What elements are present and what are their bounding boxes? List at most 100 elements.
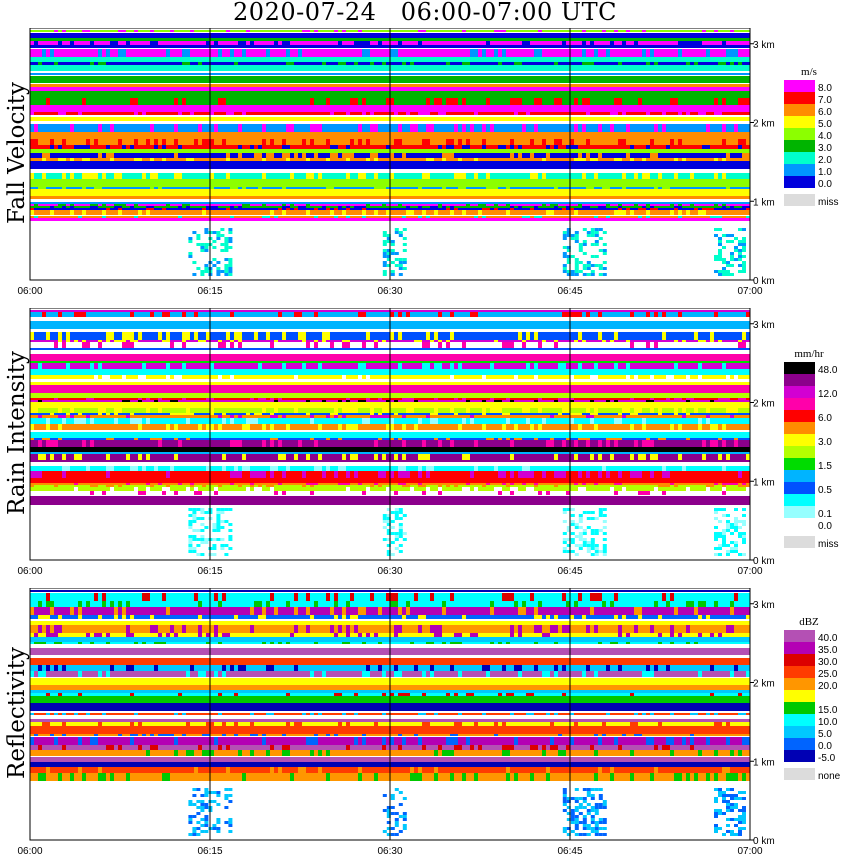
reflectivity-plot: 06:00 06:15 06:30 06:45 07:00 3 km 2 km 1 km 0 k… bbox=[17, 588, 775, 857]
legend-swatch bbox=[784, 152, 815, 164]
legend-swatch bbox=[784, 702, 815, 714]
legend-swatch bbox=[784, 80, 815, 92]
legend-unit: mm/hr bbox=[794, 348, 824, 360]
legend-label: 25.0 bbox=[818, 669, 838, 680]
x-tick-label: 06:00 bbox=[17, 566, 42, 577]
legend-swatch bbox=[784, 458, 815, 470]
y-tick-label: 1 km bbox=[753, 197, 775, 208]
y-tick-label: 2 km bbox=[753, 679, 775, 690]
y-tick-label: 0 km bbox=[753, 836, 775, 847]
legend-swatch bbox=[784, 678, 815, 690]
legend-label: miss bbox=[818, 539, 839, 550]
y-tick-label: 1 km bbox=[753, 477, 775, 488]
y-tick-label: 3 km bbox=[753, 600, 775, 611]
legend-swatch bbox=[784, 104, 815, 116]
legend-label: 0.1 bbox=[818, 509, 832, 520]
legend-swatch bbox=[784, 164, 815, 176]
legend-swatch bbox=[784, 506, 815, 518]
y-tick-label: 0 km bbox=[753, 556, 775, 567]
legend-swatch bbox=[784, 128, 815, 140]
legend-label: 2.0 bbox=[818, 155, 832, 166]
legend-label: 40.0 bbox=[818, 633, 838, 644]
legend-swatch bbox=[784, 666, 815, 678]
legend-label: 35.0 bbox=[818, 645, 838, 656]
legend-label: -5.0 bbox=[818, 753, 836, 764]
legend-label: 30.0 bbox=[818, 657, 838, 668]
legend-swatch bbox=[784, 630, 815, 642]
legend-label: none bbox=[818, 771, 841, 782]
page-title: 2020-07-24 06:00-07:00 UTC bbox=[233, 0, 617, 26]
legend-swatch bbox=[784, 518, 815, 530]
x-tick-label: 06:45 bbox=[557, 846, 582, 857]
legend-label: 1.5 bbox=[818, 461, 832, 472]
y-tick-label: 0 km bbox=[753, 276, 775, 287]
legend-swatch bbox=[784, 714, 815, 726]
x-tick-label: 06:30 bbox=[377, 846, 402, 857]
y-tick-label: 2 km bbox=[753, 399, 775, 410]
legend-swatch bbox=[784, 374, 815, 386]
legend-label: 6.0 bbox=[818, 107, 832, 118]
x-tick-label: 06:45 bbox=[557, 286, 582, 297]
legend-label: 20.0 bbox=[818, 681, 838, 692]
y-tick-label: 2 km bbox=[753, 119, 775, 130]
legend-swatch bbox=[784, 410, 815, 422]
x-tick-label: 06:15 bbox=[197, 286, 222, 297]
legend-label: 1.0 bbox=[818, 167, 832, 178]
fall-velocity-plot: 06:00 06:15 06:30 06:45 07:00 3 km 2 km 1 km 0 k… bbox=[17, 28, 775, 297]
panel-fall-velocity: Fall Velocity 06:00 06:15 06:30 06:45 07:00 3… bbox=[0, 28, 850, 308]
legend-label: 4.0 bbox=[818, 131, 832, 142]
legend-swatch bbox=[784, 362, 815, 374]
legend-swatch bbox=[784, 768, 815, 780]
legend-label: 3.0 bbox=[818, 143, 832, 154]
legend-label: 7.0 bbox=[818, 95, 832, 106]
legend-label: 0.5 bbox=[818, 485, 832, 496]
legend-label: 10.0 bbox=[818, 717, 838, 728]
legend-label: 15.0 bbox=[818, 705, 838, 716]
legend-swatch bbox=[784, 194, 815, 206]
y-tick-label: 3 km bbox=[753, 40, 775, 51]
x-tick-label: 07:00 bbox=[737, 566, 762, 577]
x-tick-label: 06:15 bbox=[197, 566, 222, 577]
rain-intensity-plot: 06:00 06:15 06:30 06:45 07:00 3 km 2 km 1 km 0 k… bbox=[17, 308, 775, 577]
x-tick-label: 06:15 bbox=[197, 846, 222, 857]
legend-label: 3.0 bbox=[818, 437, 832, 448]
legend-swatch bbox=[784, 92, 815, 104]
legend-label: 5.0 bbox=[818, 729, 832, 740]
legend-label: 0.0 bbox=[818, 741, 832, 752]
legend-swatch bbox=[784, 750, 815, 762]
legend-swatch bbox=[784, 386, 815, 398]
legend-swatch bbox=[784, 654, 815, 666]
legend-label: 5.0 bbox=[818, 119, 832, 130]
y-tick-label: 1 km bbox=[753, 757, 775, 768]
legend-swatch bbox=[784, 482, 815, 494]
legend-swatch bbox=[784, 398, 815, 410]
legend-unit: m/s bbox=[801, 66, 817, 78]
x-tick-label: 07:00 bbox=[737, 286, 762, 297]
legend-swatch bbox=[784, 140, 815, 152]
x-tick-label: 06:00 bbox=[17, 286, 42, 297]
legend-swatch bbox=[784, 690, 815, 702]
panel-reflectivity: Reflectivity 06:00 06:15 06:30 06:45 07:00 3 … bbox=[0, 588, 850, 868]
legend-swatch bbox=[784, 536, 815, 548]
legend-label: 0.0 bbox=[818, 521, 832, 532]
legend-swatch bbox=[784, 642, 815, 654]
legend-swatch bbox=[784, 434, 815, 446]
x-tick-label: 06:30 bbox=[377, 566, 402, 577]
legend-swatch bbox=[784, 116, 815, 128]
legend-swatch bbox=[784, 738, 815, 750]
legend-swatch bbox=[784, 470, 815, 482]
panel-rain-intensity: Rain Intensity 06:00 06:15 06:30 06:45 07:00… bbox=[0, 308, 850, 588]
legend-label: 0.0 bbox=[818, 179, 832, 190]
legend-swatch bbox=[784, 446, 815, 458]
legend-label: 8.0 bbox=[818, 83, 832, 94]
legend-unit: dBZ bbox=[799, 616, 819, 628]
legend-label: 6.0 bbox=[818, 413, 832, 424]
x-tick-label: 06:30 bbox=[377, 286, 402, 297]
legend-label: 12.0 bbox=[818, 389, 838, 400]
legend-swatch bbox=[784, 176, 815, 188]
legend-label: 48.0 bbox=[818, 365, 838, 376]
x-tick-label: 06:00 bbox=[17, 846, 42, 857]
legend-label: miss bbox=[818, 197, 839, 208]
x-tick-label: 06:45 bbox=[557, 566, 582, 577]
legend-swatch bbox=[784, 422, 815, 434]
